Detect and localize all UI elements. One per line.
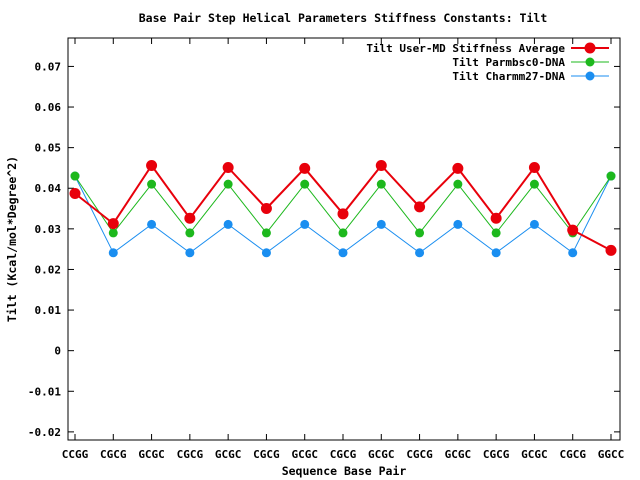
data-point [147, 219, 157, 229]
data-point [147, 179, 157, 189]
data-point [261, 228, 271, 238]
y-tick-label: 0.07 [35, 60, 62, 73]
x-tick-label: GCGC [138, 448, 165, 461]
data-point [184, 212, 196, 224]
legend-marker [585, 57, 595, 67]
data-point [185, 248, 195, 258]
data-point [415, 228, 425, 238]
legend-label: Tilt Charmm27-DNA [452, 70, 565, 83]
data-point [300, 219, 310, 229]
x-tick-label: CGCG [559, 448, 586, 461]
data-point [261, 248, 271, 258]
x-tick-label: CGCG [406, 448, 433, 461]
x-tick-label: GCGC [521, 448, 548, 461]
y-tick-label: 0.02 [35, 263, 62, 276]
x-tick-label: GCGC [368, 448, 395, 461]
y-tick-label: -0.02 [28, 426, 61, 439]
data-point [223, 179, 233, 189]
x-tick-label: GCGC [291, 448, 318, 461]
x-tick-label: CGCG [177, 448, 204, 461]
x-tick-label: CGCG [100, 448, 127, 461]
data-point [300, 179, 310, 189]
y-tick-label: 0.01 [35, 304, 62, 317]
y-tick-label: -0.01 [28, 385, 61, 398]
data-point [108, 248, 118, 258]
y-tick-label: 0 [54, 345, 61, 358]
data-point [414, 201, 426, 213]
data-point [299, 162, 311, 174]
data-point [375, 160, 387, 172]
x-axis-label: Sequence Base Pair [282, 464, 407, 478]
chart-title: Base Pair Step Helical Parameters Stiffn… [139, 11, 548, 25]
data-point [415, 248, 425, 258]
data-point [222, 162, 234, 174]
data-point [452, 162, 464, 174]
data-point [491, 228, 501, 238]
data-point [108, 228, 118, 238]
data-point [528, 162, 540, 174]
data-point [568, 248, 578, 258]
legend-marker [584, 42, 596, 54]
data-point [567, 224, 579, 236]
y-axis: -0.02 -0.01 0 0.01 0.02 0.03 0.04 0.05 0.06 0.07 [28, 60, 620, 439]
plot-frame [67, 37, 621, 441]
data-point [529, 179, 539, 189]
data-point [338, 228, 348, 238]
data-point [185, 228, 195, 238]
series-line [74, 163, 612, 252]
data-point [376, 179, 386, 189]
x-tick-label: CGCG [253, 448, 280, 461]
series-layer [69, 160, 617, 258]
data-point [453, 179, 463, 189]
data-point [606, 171, 616, 181]
data-point [70, 171, 80, 181]
data-point [260, 203, 272, 215]
data-point [223, 219, 233, 229]
y-tick-label: 0.04 [35, 182, 62, 195]
data-point [338, 248, 348, 258]
legend-marker [585, 71, 595, 81]
legend-label: Tilt User-MD Stiffness Average [366, 42, 565, 55]
y-axis-label: Tilt (Kcal/mol*Degree^2) [5, 156, 19, 322]
x-tick-label: CGCG [483, 448, 510, 461]
data-point [337, 208, 349, 220]
data-point [490, 212, 502, 224]
x-tick-label: CCGG [62, 448, 89, 461]
x-tick-label: GCGC [215, 448, 242, 461]
data-point [69, 188, 81, 200]
data-point [107, 218, 119, 230]
data-point [491, 248, 501, 258]
x-tick-label: GCGC [445, 448, 472, 461]
y-tick-label: 0.05 [35, 142, 62, 155]
legend-label: Tilt Parmbsc0-DNA [452, 56, 565, 69]
data-point [376, 219, 386, 229]
data-point [529, 219, 539, 229]
y-tick-label: 0.03 [35, 223, 62, 236]
x-tick-label: CGCG [330, 448, 357, 461]
x-axis: CCGG CGCG GCGC CGCG GCGC CGCG GCGC CGCG GCGC CGCG… [62, 38, 625, 461]
data-point [146, 160, 158, 172]
data-point [453, 219, 463, 229]
x-tick-label: GGCC [598, 448, 625, 461]
y-tick-label: 0.06 [35, 101, 62, 114]
data-point [605, 244, 617, 256]
